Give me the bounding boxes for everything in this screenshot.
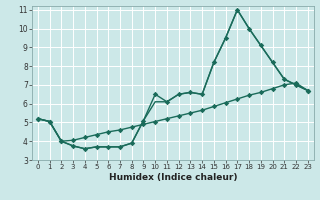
- X-axis label: Humidex (Indice chaleur): Humidex (Indice chaleur): [108, 173, 237, 182]
